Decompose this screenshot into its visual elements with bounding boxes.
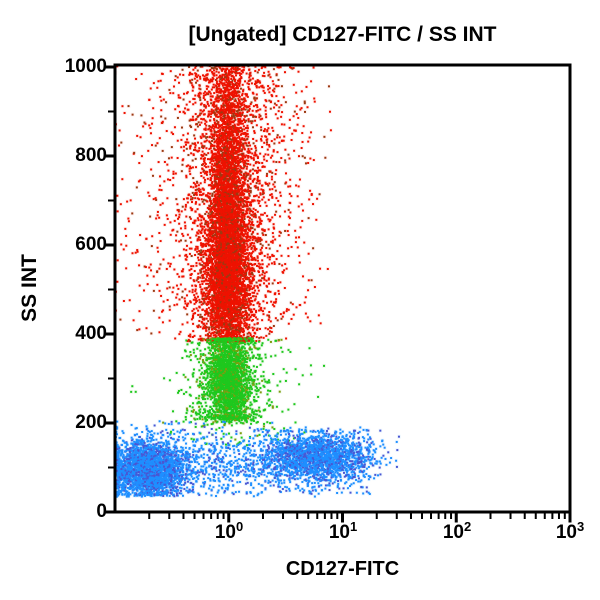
y-tick-label-800: 800: [75, 145, 107, 166]
x-tick-exponent: 0: [235, 519, 244, 534]
x-tick-label-10e3: 103: [530, 519, 600, 544]
y-tick-label-200: 200: [75, 412, 107, 433]
x-axis-label: CD127-FITC: [285, 558, 400, 580]
y-tick-label-600: 600: [75, 234, 107, 255]
x-tick-base: 10: [555, 522, 577, 543]
x-tick-base: 10: [214, 522, 236, 543]
x-tick-base: 10: [442, 522, 464, 543]
y-tick-label-400: 400: [75, 323, 107, 344]
x-tick-exponent: 3: [576, 519, 585, 534]
x-tick-label-10e1: 101: [303, 519, 383, 544]
y-tick-label-0: 0: [96, 501, 107, 522]
x-tick-label-10e0: 100: [189, 519, 269, 544]
y-tick-label-1000: 1000: [64, 56, 107, 77]
y-axis-label: SS INT: [18, 254, 41, 322]
x-tick-base: 10: [328, 522, 350, 543]
x-tick-exponent: 2: [463, 519, 472, 534]
plot-title: [Ungated] CD127-FITC / SS INT: [188, 23, 497, 46]
x-tick-label-10e2: 102: [417, 519, 497, 544]
x-tick-exponent: 1: [349, 519, 358, 534]
